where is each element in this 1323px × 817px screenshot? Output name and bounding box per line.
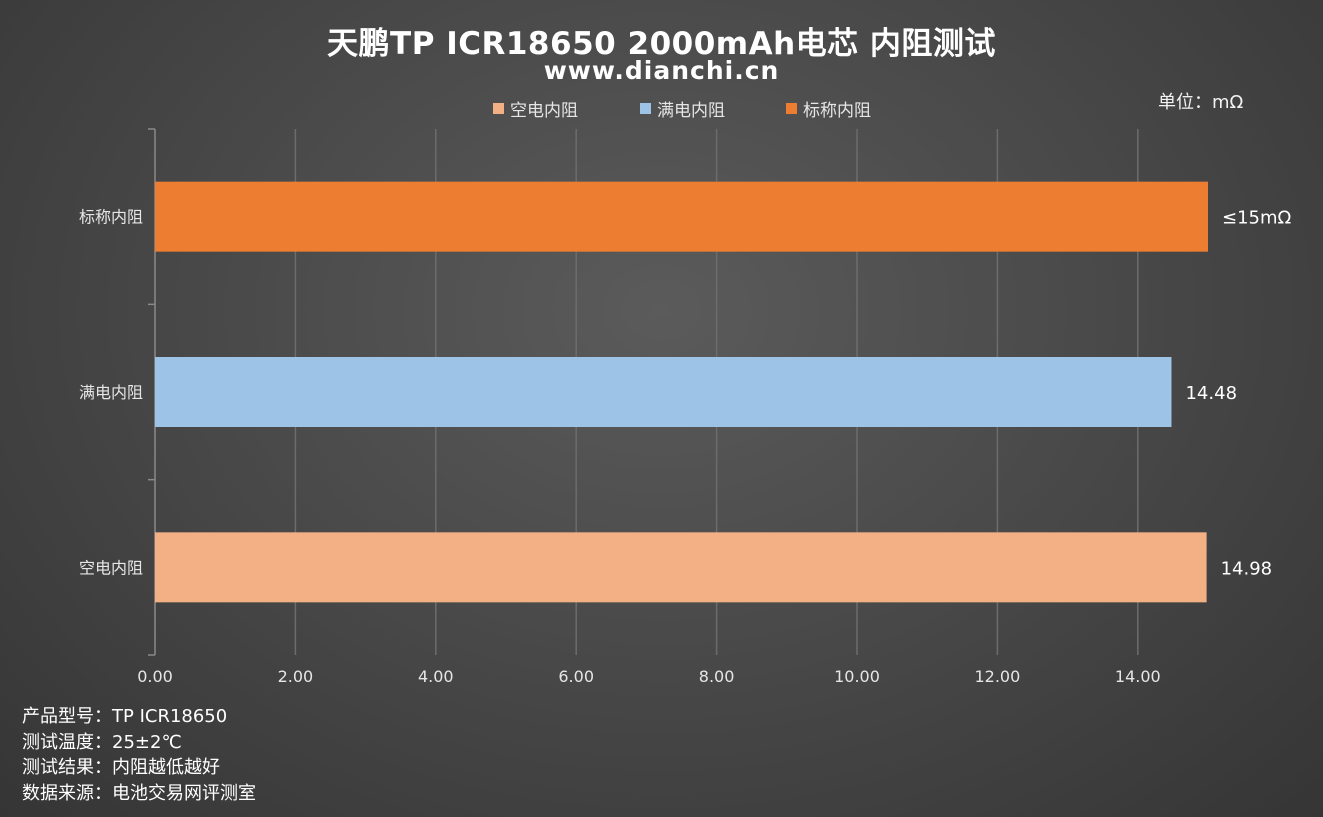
x-tick-label: 8.00 [699,667,735,686]
legend-label-nominal: 标称内阻 [803,101,871,121]
bar-2 [155,357,1172,427]
legend-label-empty: 空电内阻 [510,101,578,121]
legend: 空电内阻 满电内阻 标称内阻 [0,96,1323,121]
chart-title: 天鹏TP ICR18650 2000mAh电芯 内阻测试 [327,26,996,62]
data-label: 14.48 [1185,383,1237,404]
note-temperature: 测试温度：25±2℃ [22,731,182,753]
legend-swatch-nominal [786,103,797,114]
data-label: 14.98 [1221,558,1273,579]
note-source: 数据来源：电池交易网评测室 [22,782,256,804]
x-tick-label: 12.00 [974,667,1020,686]
bar-1 [155,181,1208,252]
note-model: 产品型号：TP ICR18650 [22,706,228,727]
category-label: 标称内阻 [79,208,143,227]
x-tick-label: 14.00 [1115,667,1161,686]
legend-swatch-empty [493,103,504,114]
legend-item-nominal: 标称内阻 [786,96,871,121]
legend-swatch-full [640,103,651,114]
x-tick-label: 4.00 [418,667,454,686]
unit-label: 单位：mΩ [1158,92,1244,113]
x-tick-label: 0.00 [137,667,173,686]
x-tick-label: 10.00 [834,667,880,686]
notes: 产品型号：TP ICR18650 测试温度：25±2℃ 测试结果：内阻越低越好 … [22,704,256,806]
legend-item-empty: 空电内阻 [493,96,578,121]
bar-3 [155,532,1207,603]
chart-subtitle: www.dianchi.cn [543,56,780,85]
legend-item-full: 满电内阻 [640,96,725,121]
x-tick-label: 6.00 [558,667,594,686]
x-tick-label: 2.00 [278,667,314,686]
data-label: ≤15mΩ [1222,208,1292,229]
legend-label-full: 满电内阻 [657,101,725,121]
category-label: 空电内阻 [79,558,143,577]
category-label: 满电内阻 [79,383,143,402]
note-result: 测试结果：内阻越低越好 [22,757,220,778]
